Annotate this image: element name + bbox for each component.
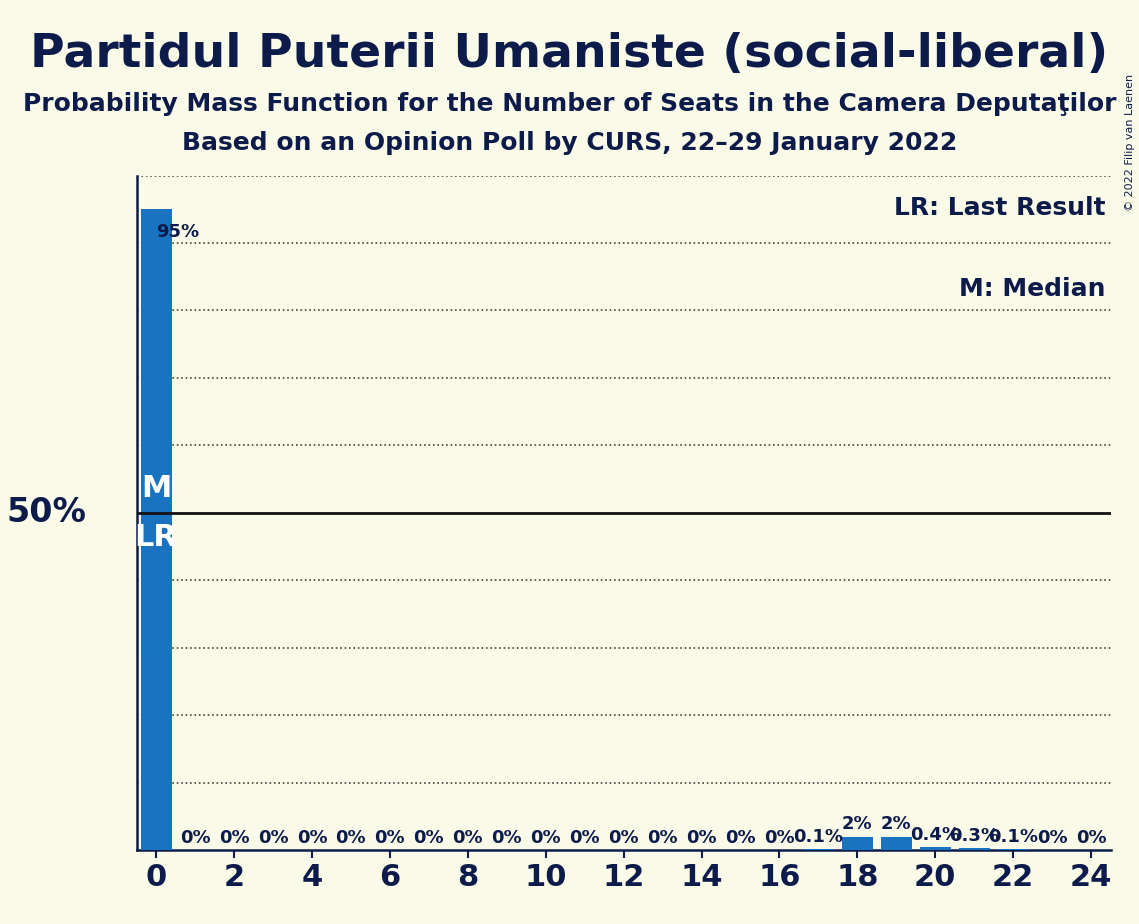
Text: 0%: 0% [570,829,600,846]
Text: 0.1%: 0.1% [989,828,1038,846]
Text: LR: LR [134,523,178,552]
Bar [919,847,951,850]
Text: 0%: 0% [452,829,483,846]
Text: 0.1%: 0.1% [794,828,843,846]
Text: 0%: 0% [1036,829,1067,846]
Text: M: M [141,474,171,503]
Text: 0%: 0% [726,829,756,846]
Text: 0%: 0% [413,829,444,846]
Bar [959,848,990,850]
Text: 0%: 0% [608,829,639,846]
Text: LR: Last Result: LR: Last Result [894,196,1106,220]
Text: 0%: 0% [219,829,249,846]
Text: 0%: 0% [647,829,678,846]
Text: 0%: 0% [531,829,562,846]
Text: © 2022 Filip van Laenen: © 2022 Filip van Laenen [1125,74,1134,211]
Text: 0%: 0% [257,829,288,846]
Text: 0%: 0% [686,829,716,846]
Text: 2%: 2% [842,815,872,833]
Text: Partidul Puterii Umaniste (social-liberal): Partidul Puterii Umaniste (social-libera… [31,32,1108,78]
Text: Based on an Opinion Poll by CURS, 22–29 January 2022: Based on an Opinion Poll by CURS, 22–29 … [182,131,957,155]
Text: 0%: 0% [1075,829,1106,846]
Text: 0%: 0% [336,829,367,846]
Bar [140,210,172,850]
Text: 0.3%: 0.3% [949,827,999,845]
Bar [880,836,912,850]
Text: 95%: 95% [156,223,199,241]
Text: 0%: 0% [764,829,795,846]
Text: 0%: 0% [296,829,327,846]
Text: 50%: 50% [6,496,87,529]
Text: 0%: 0% [375,829,405,846]
Text: 2%: 2% [880,815,911,833]
Text: Probability Mass Function for the Number of Seats in the Camera Deputaţilor: Probability Mass Function for the Number… [23,92,1116,116]
Bar [842,836,872,850]
Text: 0.4%: 0.4% [910,826,960,844]
Text: 0%: 0% [180,829,211,846]
Text: 0%: 0% [491,829,522,846]
Text: M: Median: M: Median [959,277,1106,300]
